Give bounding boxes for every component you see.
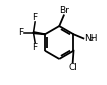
Text: Br: Br xyxy=(59,6,69,15)
Text: NH: NH xyxy=(84,34,97,43)
Polygon shape xyxy=(33,32,45,35)
Text: F: F xyxy=(18,28,23,37)
Text: Cl: Cl xyxy=(68,63,77,72)
Text: 2: 2 xyxy=(89,37,94,42)
Text: F: F xyxy=(33,43,38,52)
Text: F: F xyxy=(33,13,38,22)
